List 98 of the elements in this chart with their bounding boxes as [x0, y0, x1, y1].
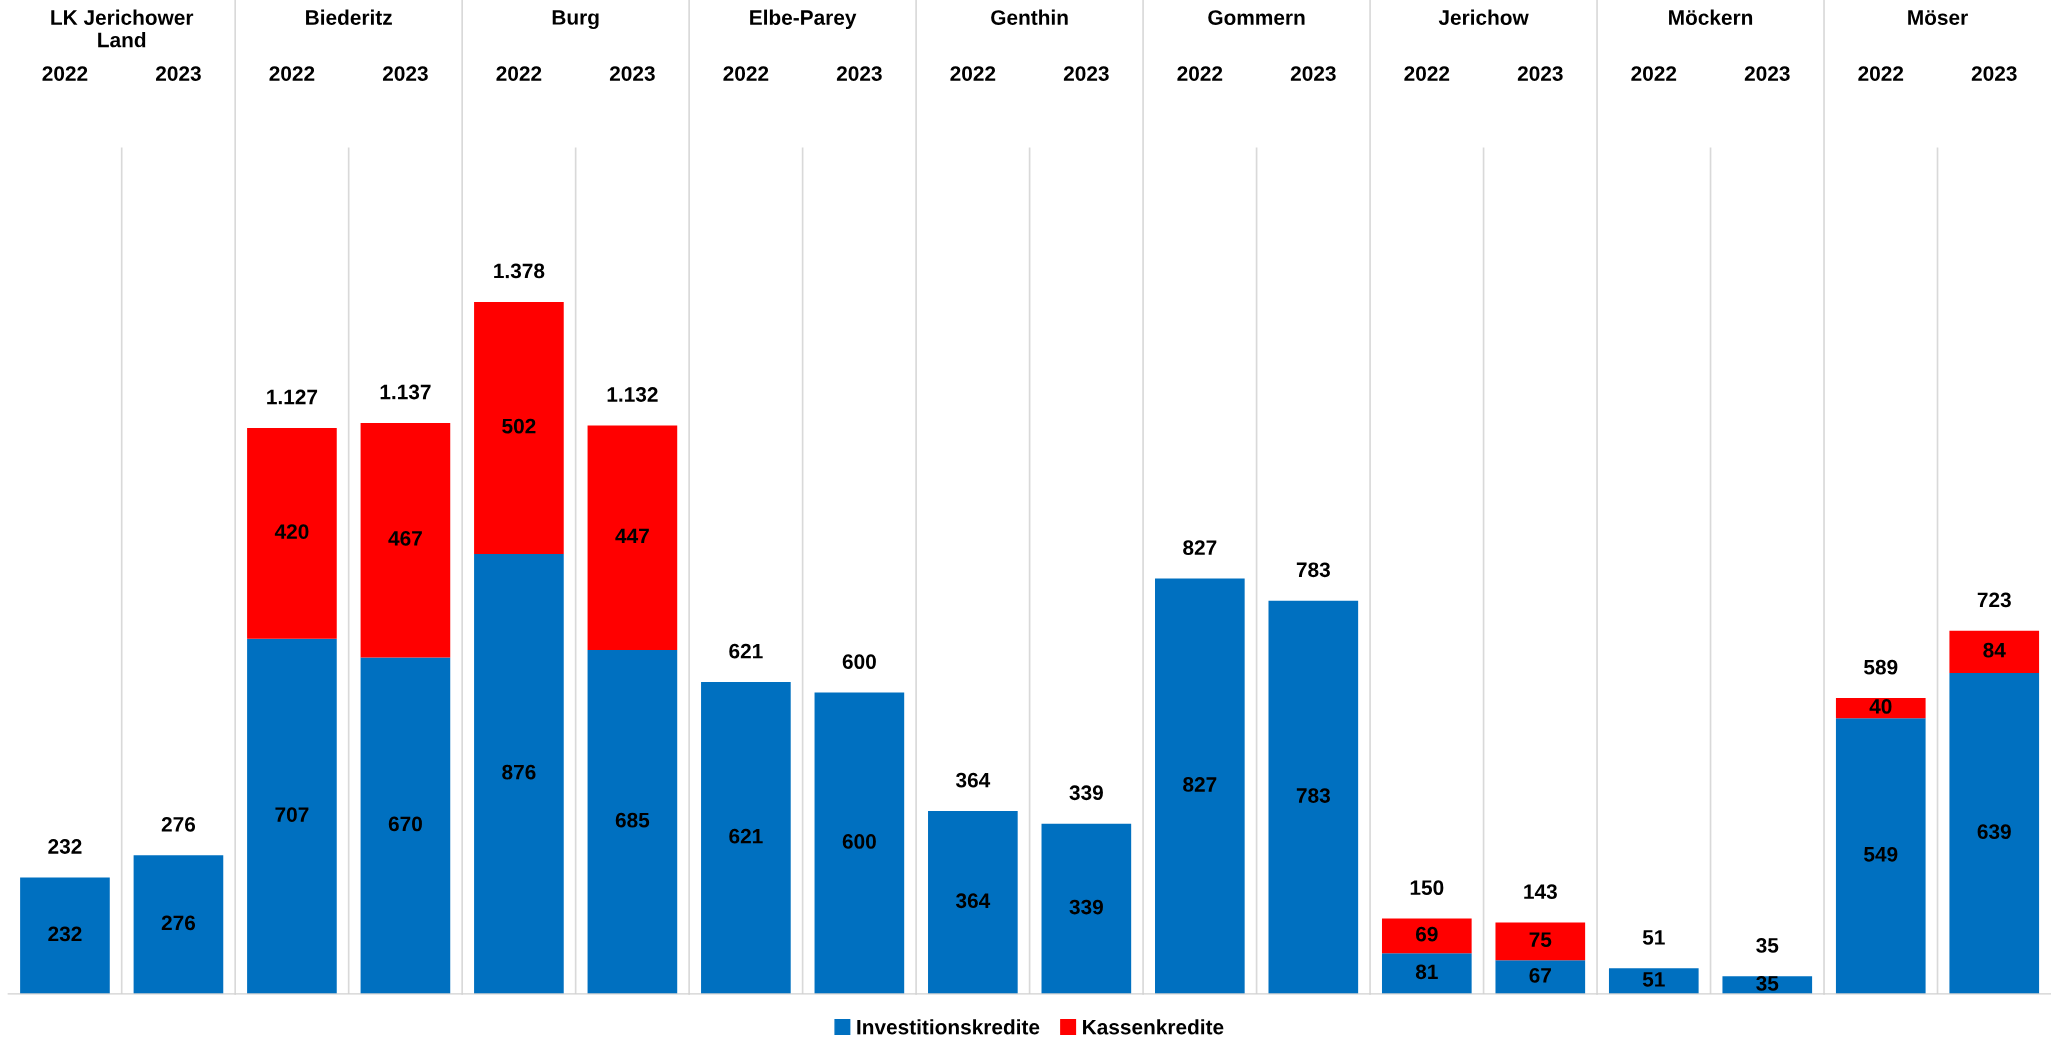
x-tick-label: 2023 — [1517, 66, 1563, 81]
x-tick-label: 2022 — [42, 66, 88, 81]
x-tick-label: 2023 — [1744, 66, 1790, 81]
total-label: 621 — [729, 643, 763, 659]
bar — [474, 301, 564, 554]
bar — [1835, 718, 1926, 994]
x-tick-label: 2023 — [155, 66, 201, 81]
x-tick-label: 2023 — [836, 66, 882, 81]
data-label: 339 — [1069, 899, 1103, 915]
text: Jerichow — [1438, 9, 1529, 25]
bar — [1608, 968, 1699, 994]
x-tick-label: 2023 — [382, 66, 428, 81]
bar — [1835, 698, 1926, 719]
data-label: 75 — [1529, 932, 1552, 948]
text: Genthin — [991, 9, 1068, 25]
data-label: 600 — [842, 834, 876, 849]
bar — [1041, 823, 1132, 994]
bar — [1949, 673, 2040, 994]
text: LK Jerichower Land — [51, 9, 194, 48]
total-label: 35 — [1756, 938, 1779, 953]
text: Gommern — [1208, 10, 1305, 25]
bar — [701, 682, 791, 994]
data-label: 67 — [1529, 967, 1551, 983]
total-label: 1.132 — [607, 387, 658, 402]
data-label: 364 — [955, 893, 991, 909]
x-tick-label: 2022 — [723, 66, 769, 81]
text: Elbe-Parey — [750, 9, 857, 30]
total-label: 589 — [1864, 659, 1898, 675]
x-tick-label: 2022 — [1404, 66, 1450, 81]
total-label: 143 — [1524, 884, 1557, 900]
total-label: 364 — [955, 772, 991, 788]
text: Burg — [552, 10, 599, 30]
data-label: 276 — [161, 915, 196, 931]
x-tick-label: 2022 — [1177, 66, 1223, 81]
data-label: 707 — [275, 807, 309, 822]
text: Biederitz — [306, 9, 392, 25]
data-label: 420 — [274, 524, 309, 539]
data-label: 621 — [729, 828, 763, 844]
bar — [1381, 953, 1472, 994]
bar — [247, 427, 337, 639]
data-label: 670 — [388, 816, 422, 832]
x-tick-label: 2022 — [950, 66, 996, 81]
x-tick-label: 2022 — [269, 66, 315, 81]
data-label: 639 — [1977, 824, 2011, 840]
total-label: 827 — [1183, 540, 1217, 556]
data-label: 447 — [615, 528, 649, 544]
legend-label: Investitionskredite — [857, 1019, 1040, 1035]
total-label: 1.378 — [494, 263, 545, 279]
bar — [1949, 630, 2040, 674]
bar — [133, 855, 224, 994]
x-tick-label: 2023 — [1971, 66, 2017, 81]
x-tick-label: 2022 — [496, 66, 542, 81]
data-label: 549 — [1864, 846, 1898, 862]
bar — [928, 811, 1018, 994]
data-label: 467 — [388, 531, 422, 546]
bar — [247, 638, 337, 994]
text: Möckern — [1669, 9, 1753, 25]
data-label: 35 — [1756, 975, 1779, 991]
data-label: 81 — [1415, 964, 1438, 980]
bar — [474, 553, 564, 994]
text: Möser — [1908, 10, 1968, 25]
bar — [1495, 922, 1586, 961]
bar — [814, 692, 905, 994]
total-label: 1.127 — [267, 389, 318, 405]
bar — [20, 877, 110, 994]
total-label: 232 — [48, 839, 82, 854]
bar — [360, 657, 451, 994]
data-label: 827 — [1183, 777, 1217, 792]
total-label: 723 — [1977, 592, 2011, 608]
total-label: 276 — [161, 817, 196, 832]
bar — [360, 422, 451, 658]
x-tick-label: 2023 — [609, 66, 655, 81]
bar — [587, 425, 678, 650]
data-label: 51 — [1642, 972, 1665, 987]
total-label: 339 — [1069, 785, 1103, 801]
data-label: 84 — [1983, 642, 2006, 658]
legend-label: Kassenkredite — [1083, 1019, 1224, 1035]
bar — [1155, 578, 1245, 994]
data-label: 232 — [48, 926, 82, 942]
x-tick-label: 2022 — [1858, 66, 1904, 81]
bar — [1381, 918, 1472, 954]
total-label: 150 — [1410, 880, 1444, 896]
data-label: 40 — [1869, 699, 1892, 714]
data-label: 502 — [502, 418, 536, 434]
total-label: 51 — [1642, 930, 1665, 945]
data-label: 783 — [1296, 788, 1330, 803]
total-label: 1.137 — [380, 384, 431, 400]
total-label: 783 — [1296, 562, 1330, 578]
data-label: 69 — [1415, 926, 1438, 942]
bar — [1268, 600, 1359, 994]
x-tick-label: 2022 — [1631, 66, 1677, 81]
total-label: 600 — [842, 654, 876, 670]
x-tick-label: 2023 — [1063, 66, 1109, 81]
data-label: 685 — [615, 812, 650, 828]
bar — [587, 649, 678, 994]
data-label: 876 — [502, 764, 536, 780]
x-tick-label: 2023 — [1290, 66, 1336, 81]
bar — [1495, 960, 1586, 994]
